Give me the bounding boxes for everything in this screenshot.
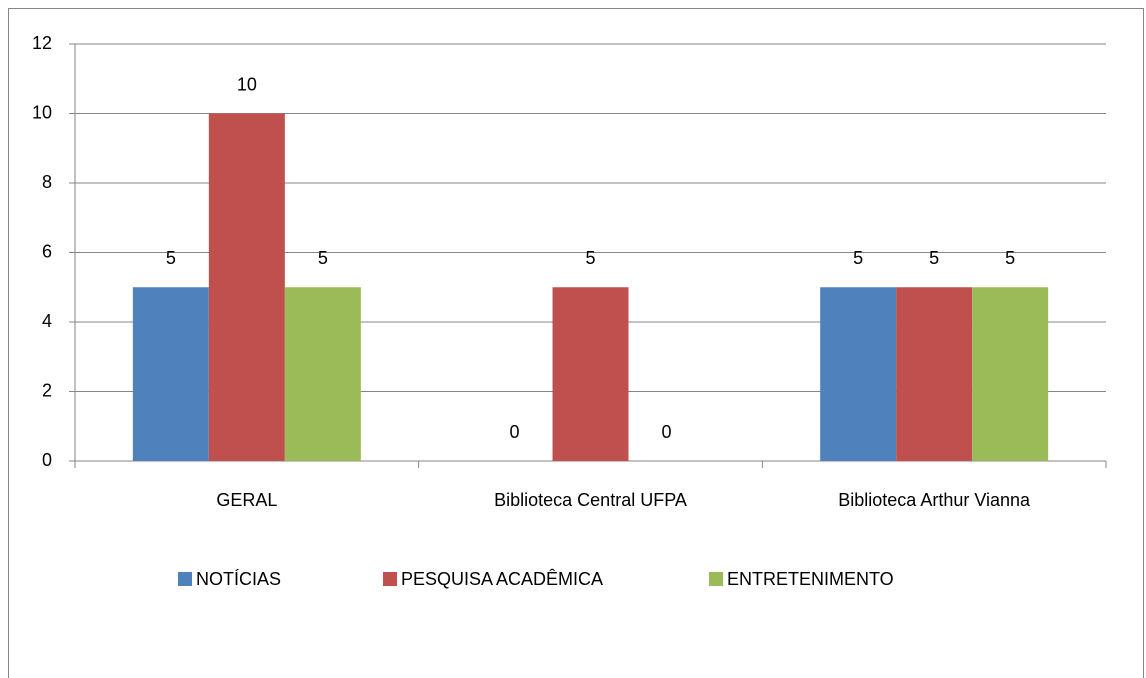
data-label: 0 (509, 422, 519, 442)
data-label: 5 (166, 248, 176, 268)
data-label: 5 (585, 248, 595, 268)
data-label: 10 (237, 74, 257, 94)
bar (972, 287, 1049, 461)
data-label: 5 (853, 248, 863, 268)
legend-label: ENTRETENIMENTO (727, 569, 894, 589)
y-tick-label: 12 (32, 33, 52, 53)
bar (208, 113, 285, 461)
data-label: 5 (318, 248, 328, 268)
data-label: 5 (1005, 248, 1015, 268)
x-tick-label: Biblioteca Arthur Vianna (838, 490, 1031, 510)
x-tick-label: Biblioteca Central UFPA (494, 490, 687, 510)
x-tick-label: GERAL (216, 490, 277, 510)
y-tick-label: 4 (42, 311, 52, 331)
bar (820, 287, 897, 461)
y-tick-label: 6 (42, 241, 52, 261)
legend-label: PESQUISA ACADÊMICA (401, 569, 603, 589)
bar (132, 287, 209, 461)
y-tick-label: 2 (42, 380, 52, 400)
y-tick-label: 0 (42, 450, 52, 470)
bar (552, 287, 629, 461)
bar (896, 287, 973, 461)
legend-swatch (178, 572, 192, 586)
legend-swatch (709, 572, 723, 586)
data-label: 5 (929, 248, 939, 268)
y-tick-label: 10 (32, 102, 52, 122)
legend-label: NOTÍCIAS (196, 569, 281, 589)
y-tick-label: 8 (42, 172, 52, 192)
bar (284, 287, 361, 461)
data-label: 0 (661, 422, 671, 442)
legend-swatch (383, 572, 397, 586)
